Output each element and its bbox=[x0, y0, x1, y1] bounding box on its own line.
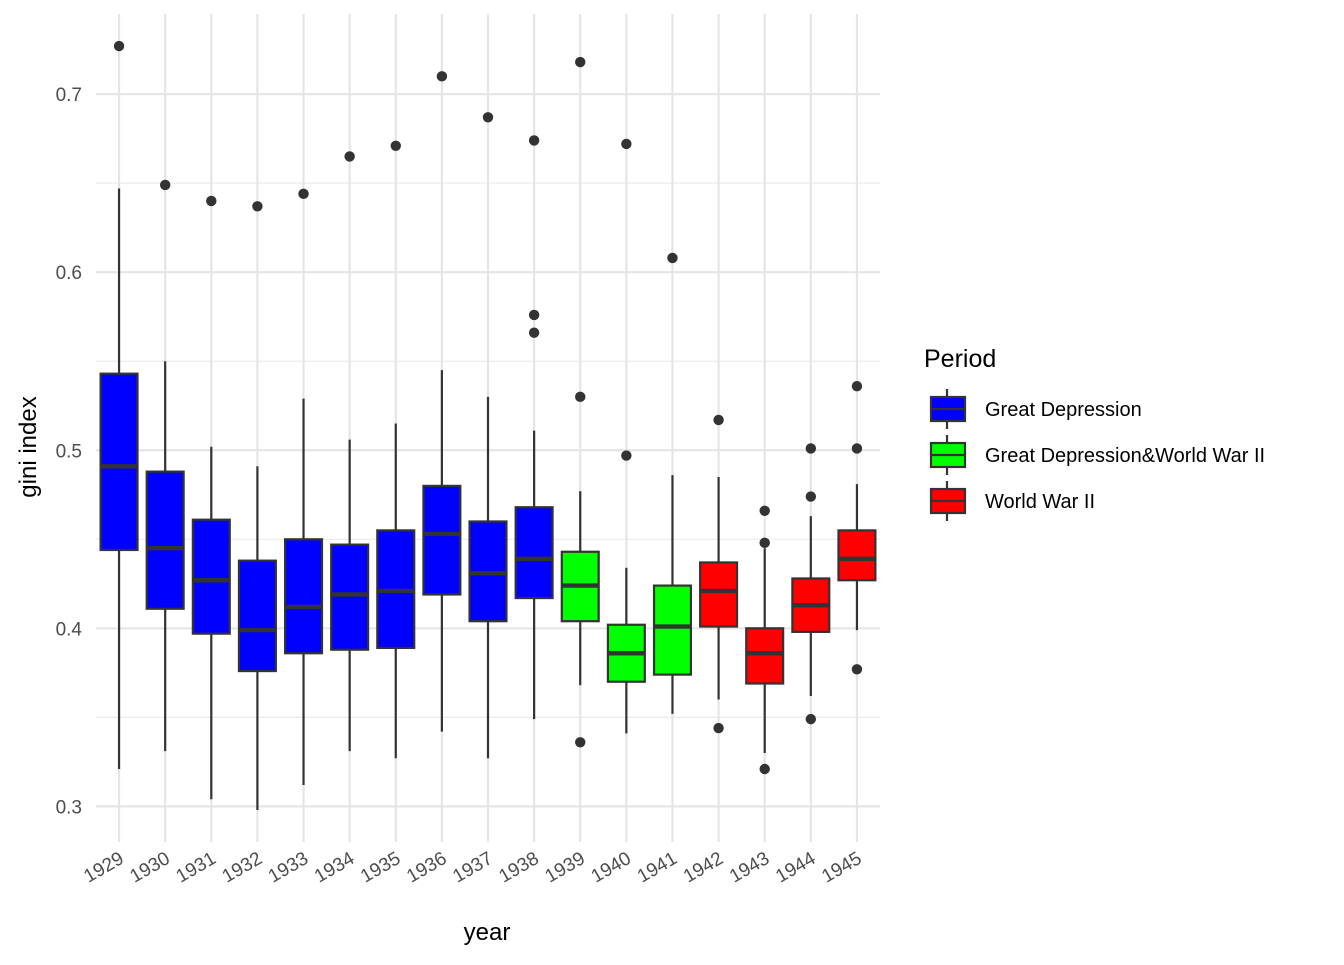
x-tick-label: 1937 bbox=[449, 848, 496, 887]
box-body bbox=[745, 627, 785, 685]
legend-item: Great Depression bbox=[929, 389, 1142, 429]
x-tick-label: 1934 bbox=[311, 848, 358, 888]
outlier-point bbox=[528, 309, 540, 321]
y-axis-ticks: 0.3 0.4 0.5 0.6 0.7 bbox=[56, 85, 83, 818]
x-tick-label: 1933 bbox=[265, 848, 312, 887]
box-body bbox=[330, 543, 370, 651]
box-body bbox=[422, 484, 462, 596]
legend-label: Great Depression&World War II bbox=[985, 445, 1265, 467]
box-1944 bbox=[791, 443, 831, 725]
box-1935 bbox=[376, 140, 416, 759]
outlier-point bbox=[298, 188, 309, 200]
outlier-point bbox=[759, 763, 770, 775]
x-tick-label: 1935 bbox=[357, 848, 404, 887]
outlier-point bbox=[206, 195, 217, 207]
box-1929 bbox=[99, 40, 139, 769]
x-tick-label: 1932 bbox=[219, 848, 266, 887]
box-body bbox=[237, 559, 277, 673]
outlier-point bbox=[805, 491, 817, 502]
outlier-point bbox=[390, 140, 401, 151]
x-tick-label: 1940 bbox=[588, 848, 635, 887]
outlier-point bbox=[436, 71, 448, 82]
outlier-point bbox=[113, 40, 125, 52]
box-body bbox=[837, 529, 877, 582]
legend-item: Great Depression&World War II bbox=[929, 435, 1265, 475]
outlier-point bbox=[759, 505, 770, 516]
y-tick-label: 0.7 bbox=[56, 85, 82, 106]
x-axis-ticks: 1929 1930 1931 1932 1933 1934 1935 1936 1937 1938… bbox=[80, 848, 865, 888]
x-tick-label: 1942 bbox=[680, 848, 727, 887]
box-1934 bbox=[330, 151, 370, 752]
box-body bbox=[191, 518, 231, 635]
outlier-point bbox=[621, 138, 632, 150]
box-1936 bbox=[422, 71, 462, 732]
outlier-point bbox=[575, 56, 586, 68]
legend-title: Period bbox=[924, 345, 996, 373]
outlier-point bbox=[575, 737, 586, 748]
box-1932 bbox=[237, 201, 277, 810]
box-body bbox=[652, 584, 693, 676]
box-1940 bbox=[606, 138, 646, 734]
box-1943 bbox=[745, 505, 785, 775]
boxes bbox=[99, 40, 877, 810]
outlier-point bbox=[252, 201, 263, 212]
x-tick-label: 1938 bbox=[496, 848, 543, 887]
outlier-point bbox=[667, 252, 678, 264]
box-1938 bbox=[514, 135, 554, 720]
y-tick-label: 0.4 bbox=[56, 619, 83, 640]
legend-label: World War II bbox=[985, 491, 1095, 513]
outlier-point bbox=[528, 135, 540, 146]
x-tick-label: 1944 bbox=[772, 848, 819, 888]
outlier-point bbox=[851, 664, 863, 675]
y-tick-label: 0.6 bbox=[56, 263, 82, 284]
x-tick-label: 1945 bbox=[818, 848, 865, 887]
box-1930 bbox=[145, 179, 185, 752]
box-1939 bbox=[560, 56, 600, 748]
box-body bbox=[145, 470, 185, 610]
x-tick-label: 1936 bbox=[403, 848, 450, 887]
box-1942 bbox=[699, 414, 739, 734]
box-1941 bbox=[652, 252, 693, 714]
box-body bbox=[699, 561, 739, 628]
outlier-point bbox=[344, 151, 355, 162]
outlier-point bbox=[851, 443, 863, 454]
box-1937 bbox=[468, 112, 508, 759]
x-tick-label: 1943 bbox=[726, 848, 773, 887]
box-body bbox=[283, 538, 324, 655]
box-1931 bbox=[191, 195, 231, 800]
legend-item: World War II bbox=[929, 481, 1095, 521]
box-1945 bbox=[837, 380, 877, 675]
outlier-point bbox=[482, 112, 494, 123]
y-tick-label: 0.5 bbox=[56, 441, 82, 462]
box-body bbox=[514, 506, 554, 600]
outlier-point bbox=[805, 713, 817, 725]
outlier-point bbox=[621, 450, 632, 461]
outlier-point bbox=[759, 537, 770, 549]
legend-label: Great Depression bbox=[985, 399, 1142, 421]
box-body bbox=[99, 372, 139, 552]
x-tick-label: 1939 bbox=[542, 848, 589, 887]
box-1933 bbox=[283, 188, 324, 786]
x-tick-label: 1929 bbox=[80, 848, 127, 887]
y-axis-title: gini index bbox=[15, 396, 42, 497]
x-axis-title: year bbox=[464, 919, 511, 946]
outlier-point bbox=[159, 179, 171, 191]
x-tick-label: 1930 bbox=[127, 848, 174, 887]
outlier-point bbox=[851, 380, 863, 392]
y-tick-label: 0.3 bbox=[56, 797, 82, 818]
outlier-point bbox=[713, 414, 724, 426]
x-tick-label: 1941 bbox=[634, 848, 681, 887]
outlier-point bbox=[805, 443, 817, 454]
outlier-point bbox=[528, 327, 540, 338]
x-tick-label: 1931 bbox=[173, 848, 220, 887]
legend: Period Great Depression Great Depression&… bbox=[924, 345, 1265, 521]
outlier-point bbox=[575, 391, 586, 403]
outlier-point bbox=[713, 722, 724, 734]
